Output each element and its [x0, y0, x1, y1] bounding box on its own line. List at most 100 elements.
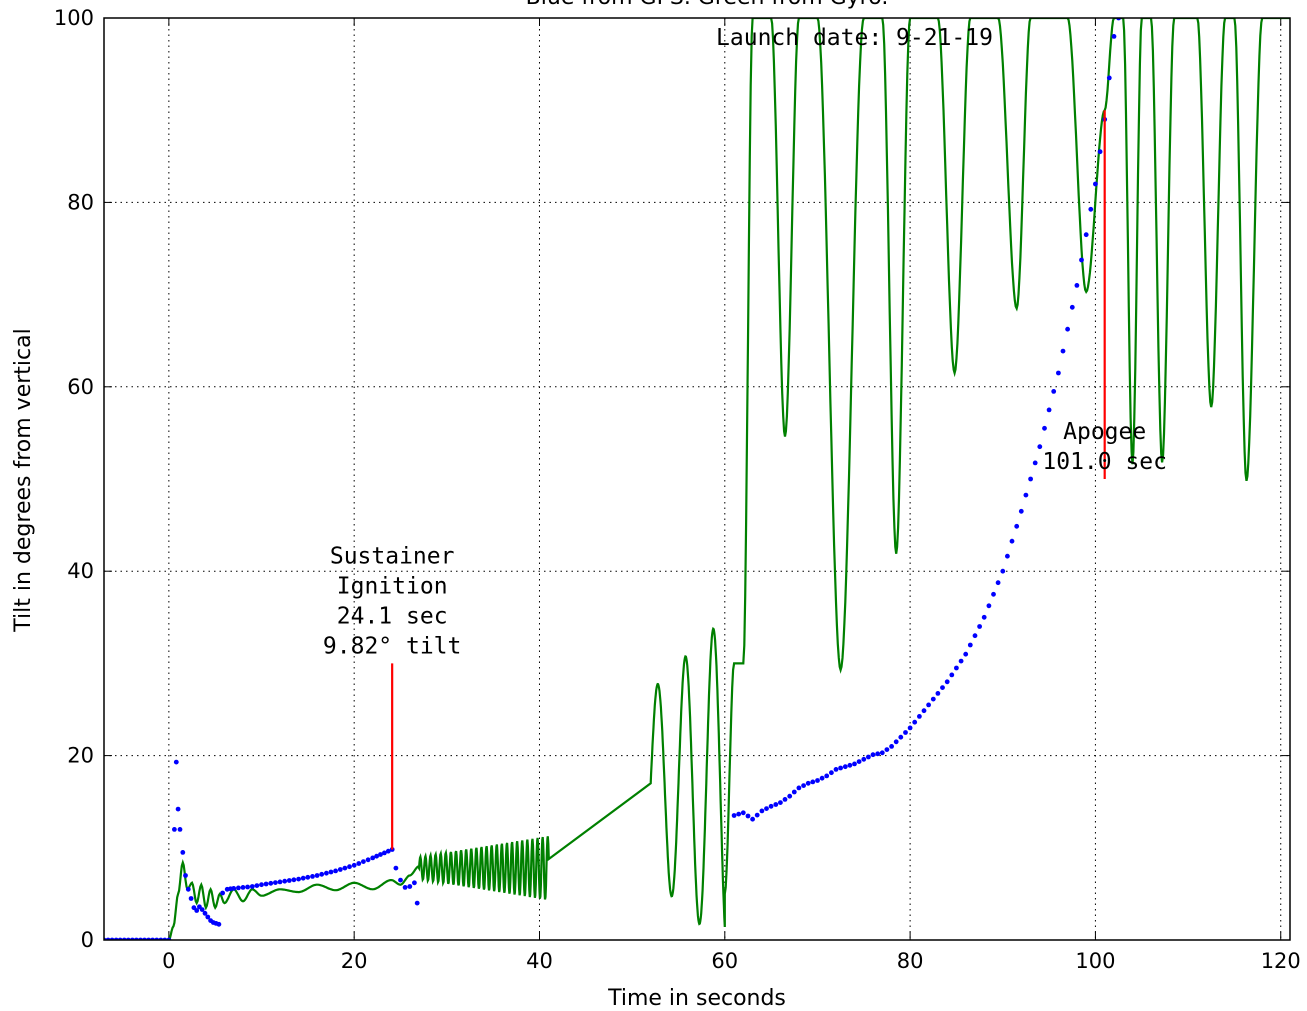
gps-point [351, 862, 357, 868]
grid [104, 17, 1290, 941]
gps-point [1088, 206, 1094, 212]
gps-point [963, 651, 969, 657]
y-axis-label: Tilt in degrees from vertical [11, 328, 36, 632]
gps-point [1106, 75, 1112, 81]
gps-point [1093, 181, 1098, 187]
gps-point [300, 875, 306, 881]
gps-point [389, 847, 395, 852]
gps-point [183, 873, 188, 878]
gps-point [378, 852, 383, 857]
gps-point [268, 880, 274, 886]
gps-point [745, 813, 751, 819]
gps-point [1005, 553, 1010, 559]
gps-point [1069, 304, 1075, 310]
gps-point [944, 679, 950, 685]
gps-point [324, 870, 329, 876]
gps-point [796, 785, 802, 791]
gps-point [1097, 149, 1103, 155]
y-tick-label: 60 [67, 375, 94, 399]
gps-point [736, 811, 742, 817]
gps-point [385, 848, 391, 854]
gps-point [768, 803, 774, 809]
gps-point [1074, 283, 1080, 288]
gps-point [754, 812, 760, 818]
gps-point [296, 876, 301, 882]
gps-point [870, 752, 876, 758]
gps-point [286, 878, 292, 883]
gps-point [791, 789, 797, 795]
event-lines [391, 110, 1106, 850]
gps-point [926, 702, 931, 708]
annotation-text: Sustainer [330, 543, 455, 569]
gps-point [833, 767, 839, 772]
gps-point [231, 886, 237, 891]
gps-point [1051, 389, 1057, 394]
x-tick-label: 0 [162, 949, 175, 973]
gps-point [291, 877, 297, 883]
gps-point [977, 624, 982, 629]
gps-point [972, 633, 978, 639]
chart-title: Blue from GPS. Green from Gyro. [526, 0, 889, 10]
gps-point [981, 614, 987, 620]
x-tick-label: 100 [1075, 949, 1115, 973]
gps-point [764, 806, 769, 811]
gps-point [842, 764, 848, 770]
gps-point [319, 871, 325, 877]
gps-point [801, 783, 806, 788]
gps-point [205, 914, 211, 920]
y-tick-label: 20 [67, 744, 94, 768]
gps-point [1032, 460, 1038, 466]
gps-point [282, 878, 288, 884]
gps-point [991, 591, 996, 597]
gps-point [277, 879, 283, 885]
gps-point [314, 873, 320, 878]
gps-point [172, 827, 177, 832]
gps-point [402, 885, 408, 890]
gps-point [930, 696, 936, 702]
annotations: Sustainer Ignition 24.1 sec 9.82° tilt Apoge… [323, 25, 1167, 660]
gps-point [1014, 523, 1020, 529]
gps-point [1046, 407, 1052, 413]
gps-point [731, 813, 737, 818]
gps-point [898, 734, 904, 740]
gps-point [254, 883, 260, 888]
gps-point [412, 880, 417, 886]
gps-point [819, 775, 825, 781]
annotation-text: 101.0 sec [1042, 449, 1167, 475]
gps-point [805, 780, 811, 786]
gps-point [1009, 538, 1015, 544]
x-tick-label: 40 [526, 949, 553, 973]
gps-point [202, 910, 208, 916]
gps-series [104, 18, 1121, 940]
gps-point [240, 885, 246, 890]
gps-point [954, 665, 959, 671]
gps-point [328, 869, 334, 875]
gps-point [398, 877, 403, 883]
gps-point [382, 850, 387, 856]
gps-point [1065, 326, 1070, 332]
y-tick-label: 100 [54, 6, 94, 30]
gps-point [750, 816, 755, 822]
gps-point [986, 603, 992, 609]
gps-point [778, 800, 783, 805]
gps-point [829, 770, 834, 776]
gps-point [903, 730, 908, 735]
axis-ticks: 0 20 40 60 80 100 120 0 20 40 60 80 100 [54, 6, 1301, 973]
gps-point [310, 874, 315, 879]
gps-point [866, 754, 871, 760]
gps-point [824, 773, 830, 779]
gyro-line [104, 18, 1290, 940]
gps-point [787, 793, 793, 799]
gps-point [1028, 476, 1033, 482]
gps-point [199, 907, 205, 912]
gps-point [782, 797, 788, 802]
gps-point [740, 810, 746, 816]
gps-point [393, 865, 399, 871]
gps-point [967, 642, 973, 648]
annotation-text: Ignition [337, 573, 448, 599]
annotation-text: 24.1 sec [337, 603, 448, 629]
gps-point [958, 658, 964, 664]
y-tick-label: 80 [67, 190, 94, 214]
gps-point [1018, 508, 1024, 514]
gps-point [370, 855, 376, 861]
